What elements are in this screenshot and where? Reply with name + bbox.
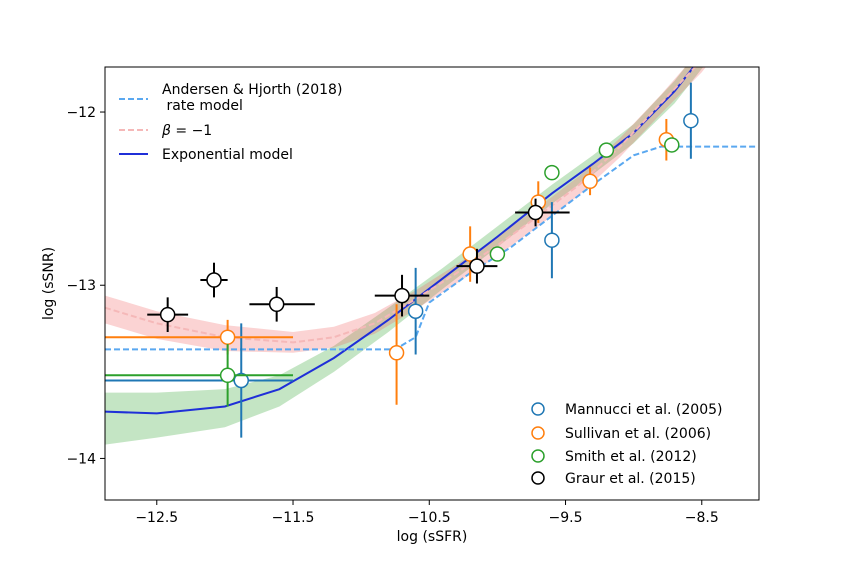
x-tick-label: −12.5 — [135, 510, 178, 526]
smith-point — [664, 137, 680, 153]
smith-point — [544, 164, 560, 181]
andersen-model-line — [105, 145, 757, 351]
legend-marker-smith — [531, 449, 545, 463]
graur-point — [206, 272, 222, 288]
x-tick-label: −9.5 — [549, 510, 583, 526]
series-graur — [147, 198, 570, 332]
x-tick-label: −11.5 — [272, 510, 315, 526]
sullivan-point — [388, 345, 405, 361]
x-tick-label: −8.5 — [685, 510, 719, 526]
graur-point — [268, 296, 285, 313]
legend-label-andersen-line1: Andersen & Hjorth (2018) — [162, 82, 342, 98]
legend-label-mannucci: Mannucci et al. (2005) — [565, 402, 723, 418]
legend-datasets: Mannucci et al. (2005) Sullivan et al. (… — [531, 402, 723, 487]
legend-label-graur: Graur et al. (2015) — [565, 471, 696, 487]
legend-marker-graur — [531, 471, 545, 485]
exponential-band — [105, 67, 704, 445]
mannucci-point — [233, 372, 249, 389]
axes: −12.5 −11.5 −10.5 −9.5 −8.5 −14 −13 −12 — [66, 105, 718, 526]
legend-label-exponential: Exponential model — [162, 147, 293, 163]
x-axis-label: log (sSFR) — [397, 529, 468, 545]
y-tick-label: −14 — [66, 451, 96, 467]
series-sullivan — [105, 118, 675, 405]
legend-label-beta-symbol: β — [161, 123, 171, 139]
graur-point — [394, 287, 410, 304]
beta-model-line — [105, 67, 697, 344]
model-bands — [105, 67, 706, 445]
data-points — [105, 82, 699, 438]
legend-marker-mannucci — [531, 402, 545, 416]
legend-label-beta: β = −1 — [161, 123, 212, 139]
x-tick-label: −10.5 — [408, 510, 451, 526]
plot-frame — [104, 66, 760, 501]
sullivan-point — [219, 329, 236, 345]
y-tick-label: −12 — [66, 105, 96, 121]
legend-label-sullivan: Sullivan et al. (2006) — [565, 426, 711, 442]
mannucci-point — [544, 232, 560, 248]
legend-models: Andersen & Hjorth (2018) rate model β = … — [119, 82, 342, 163]
legend-marker-sullivan — [531, 426, 545, 440]
smith-point — [489, 246, 506, 262]
beta-band — [105, 67, 706, 353]
series-mannucci — [105, 82, 699, 438]
graur-point — [527, 204, 544, 221]
y-axis-label: log (sSNR) — [41, 247, 57, 320]
legend-label-andersen-line2: rate model — [162, 98, 243, 114]
graur-point — [469, 258, 485, 274]
mannucci-point — [683, 112, 699, 129]
legend-label-smith: Smith et al. (2012) — [565, 449, 697, 465]
series-smith — [105, 137, 680, 407]
smith-point — [219, 367, 236, 384]
y-tick-label: −13 — [66, 278, 96, 294]
smith-point — [598, 142, 615, 158]
sullivan-point — [582, 173, 598, 190]
mannucci-point — [407, 303, 424, 319]
legend-label-beta-value: = −1 — [171, 123, 212, 139]
graur-point — [159, 306, 176, 323]
